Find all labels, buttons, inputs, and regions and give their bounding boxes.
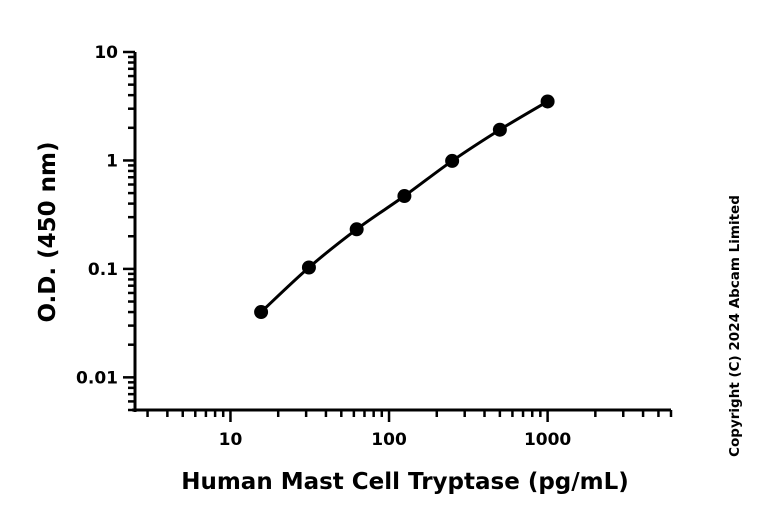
data-point [349,222,364,237]
data-points [254,94,555,320]
data-point [301,260,316,275]
y-tick-label: 0.01 [76,368,118,388]
y-tick-label: 10 [94,43,118,63]
data-point [540,94,555,109]
x-axis-title: Human Mast Cell Tryptase (pg/mL) [181,469,629,495]
y-tick-label: 0.1 [88,260,118,280]
data-point [397,189,412,204]
copyright-text: Copyright (C) 2024 Abcam Limited [727,195,743,457]
data-point [254,305,269,320]
data-point [445,153,460,168]
x-tick-label: 10 [219,430,243,450]
data-point [492,122,507,137]
x-axis: 10 100 1000 [132,408,673,450]
x-tick-label: 100 [371,430,407,450]
y-axis: 0.01 0.1 1 10 [76,43,137,412]
y-tick-label: 1 [106,151,118,171]
x-tick-label: 1000 [524,430,571,450]
y-axis-title: O.D. (450 nm) [35,141,61,322]
